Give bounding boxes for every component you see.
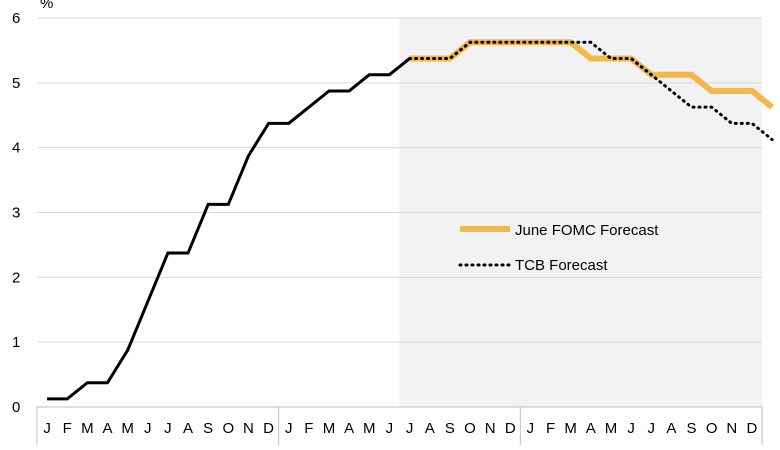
x-tick-label: A <box>102 420 112 437</box>
x-tick-label: F <box>63 420 72 437</box>
x-tick-label: O <box>222 420 234 437</box>
x-tick-label: N <box>243 420 254 437</box>
y-tick-label: 2 <box>12 269 20 286</box>
y-tick-label: 5 <box>12 75 20 92</box>
history-line <box>47 57 411 401</box>
x-tick-label: M <box>323 420 336 437</box>
y-tick-label: 1 <box>12 334 20 351</box>
x-tick-label: J <box>144 420 152 437</box>
x-tick-label: J <box>627 420 635 437</box>
x-tick-label: A <box>666 420 676 437</box>
x-tick-label: J <box>164 420 172 437</box>
y-tick-label: 6 <box>12 10 20 27</box>
series-lines <box>47 39 774 401</box>
x-tick-label: O <box>464 420 476 437</box>
x-tick-label: J <box>647 420 655 437</box>
x-tick-label: D <box>747 420 758 437</box>
y-axis-ticks: 0 1 2 3 4 5 6 <box>12 10 20 416</box>
x-tick-label: M <box>363 420 376 437</box>
x-tick-label: D <box>263 420 274 437</box>
x-tick-label: D <box>505 420 516 437</box>
x-tick-label: N <box>485 420 496 437</box>
x-tick-label: J <box>527 420 535 437</box>
x-tick-label: A <box>183 420 193 437</box>
x-tick-label: O <box>706 420 718 437</box>
x-tick-label: S <box>445 420 455 437</box>
y-axis-unit-label: % <box>40 0 53 12</box>
y-tick-label: 0 <box>12 399 20 416</box>
x-tick-label: M <box>121 420 134 437</box>
x-tick-label: F <box>546 420 555 437</box>
x-tick-label: A <box>425 420 435 437</box>
y-tick-label: 4 <box>12 140 20 157</box>
x-tick-label: F <box>304 420 313 437</box>
x-tick-label: A <box>344 420 354 437</box>
x-tick-label: A <box>586 420 596 437</box>
y-tick-label: 3 <box>12 205 20 222</box>
x-tick-label: S <box>203 420 213 437</box>
legend-label-june-fomc: June FOMC Forecast <box>515 222 659 239</box>
legend-label-tcb: TCB Forecast <box>515 257 608 274</box>
x-tick-label: M <box>81 420 94 437</box>
x-tick-label: J <box>285 420 293 437</box>
x-tick-label: N <box>726 420 737 437</box>
x-tick-label: J <box>43 420 51 437</box>
x-tick-label: M <box>564 420 577 437</box>
x-tick-label: J <box>386 420 394 437</box>
x-tick-label: S <box>687 420 697 437</box>
x-tick-label: J <box>406 420 414 437</box>
tcb-forecast-line <box>408 40 774 142</box>
legend: June FOMC Forecast TCB Forecast <box>458 222 659 274</box>
x-tick-label: M <box>605 420 618 437</box>
